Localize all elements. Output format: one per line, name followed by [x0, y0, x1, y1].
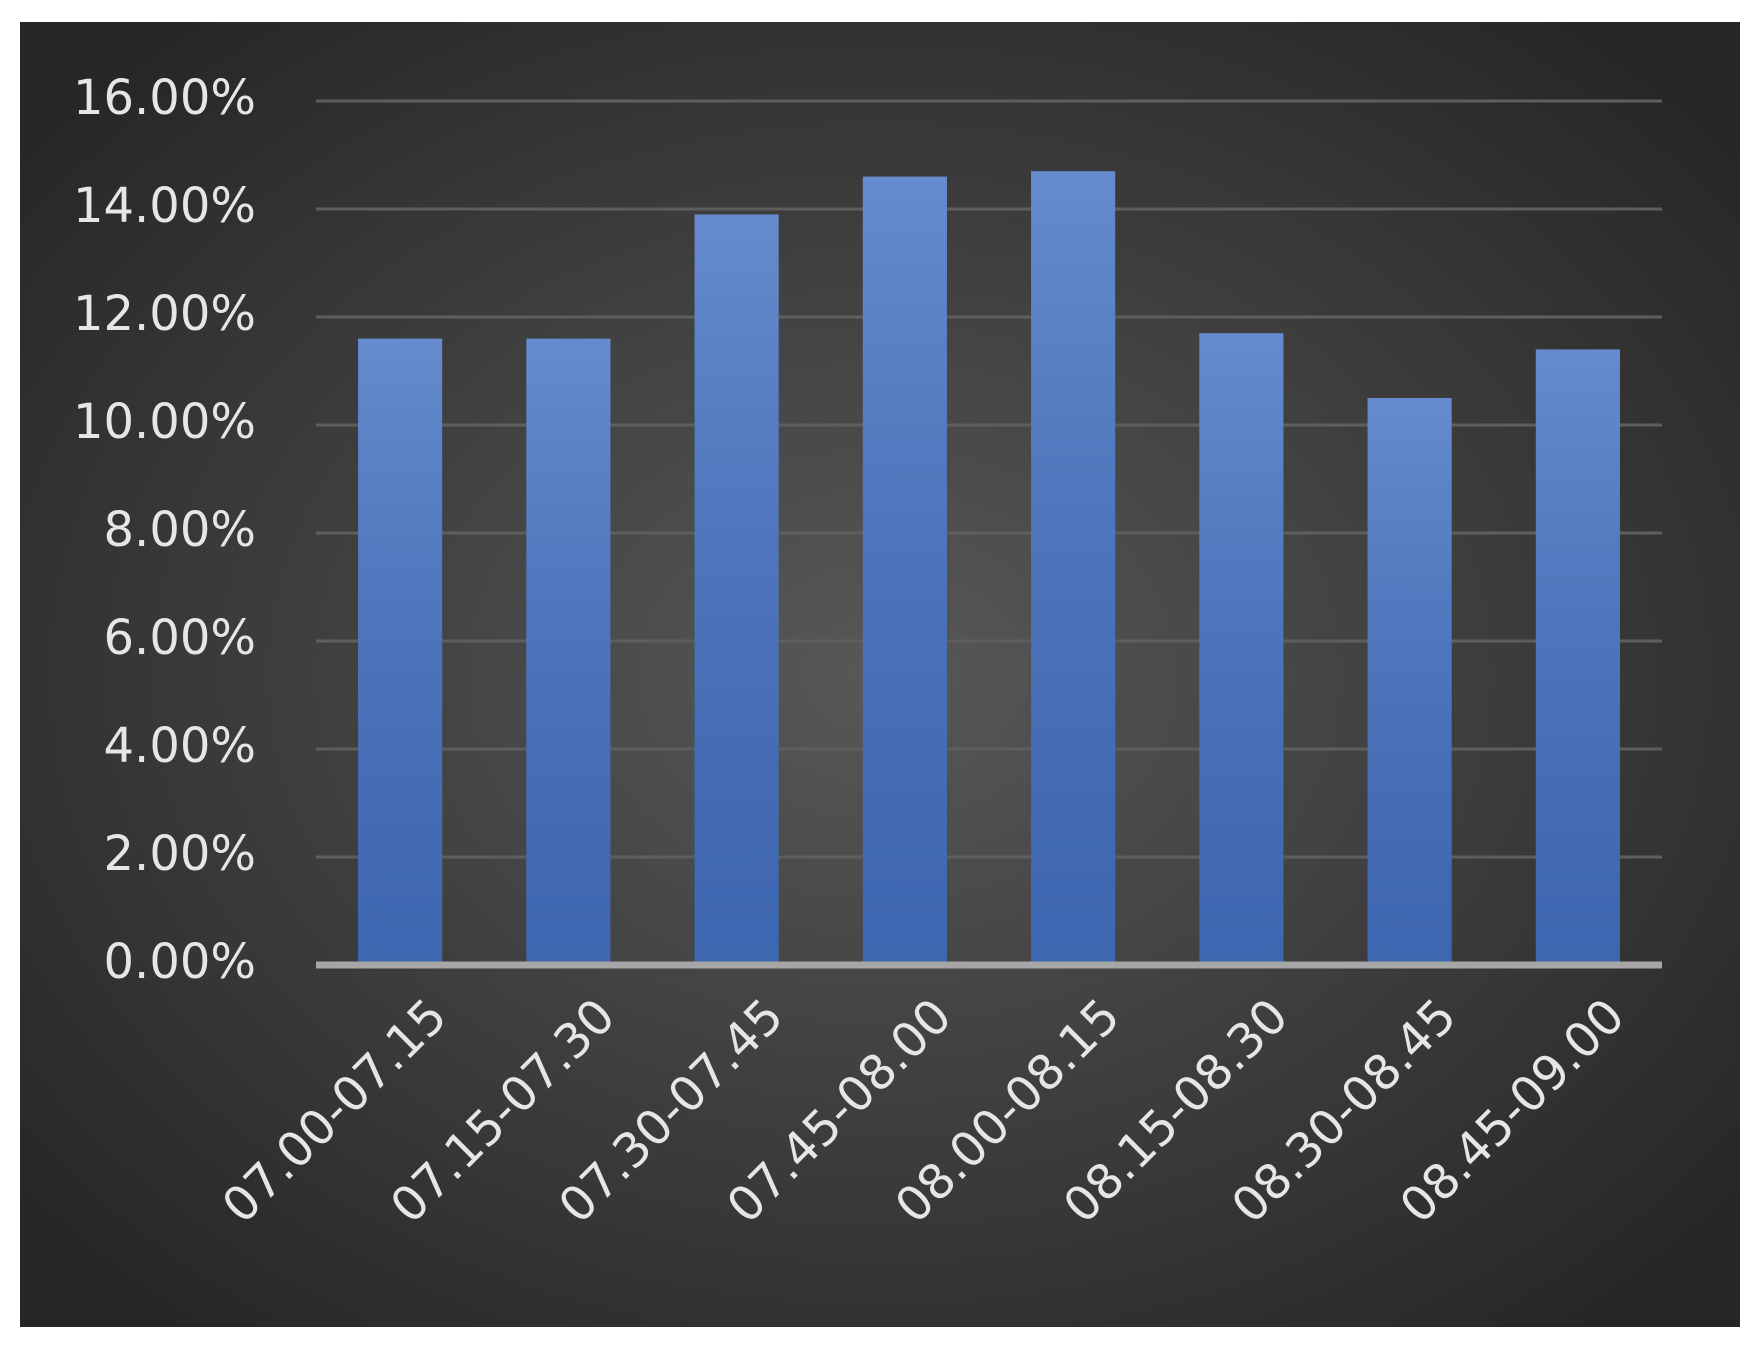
- bar-shading: [358, 338, 443, 966]
- bar-shading: [862, 176, 947, 966]
- y-tick-label: 4.00%: [104, 718, 256, 774]
- bar-shading: [1031, 171, 1116, 965]
- y-tick-label: 2.00%: [104, 826, 256, 882]
- y-tick-label: 8.00%: [104, 502, 256, 558]
- y-tick-label: 14.00%: [73, 178, 256, 234]
- y-tick-label: 0.00%: [104, 934, 256, 990]
- y-tick-label: 10.00%: [73, 394, 256, 450]
- y-tick-label: 6.00%: [104, 610, 256, 666]
- bar-shading: [526, 338, 611, 966]
- bar-shading: [1199, 333, 1284, 965]
- bar-shading: [1535, 349, 1620, 965]
- y-tick-label: 16.00%: [73, 70, 256, 126]
- bar-shading: [694, 214, 779, 965]
- bar-shading: [1367, 398, 1452, 965]
- y-tick-label: 12.00%: [73, 286, 256, 342]
